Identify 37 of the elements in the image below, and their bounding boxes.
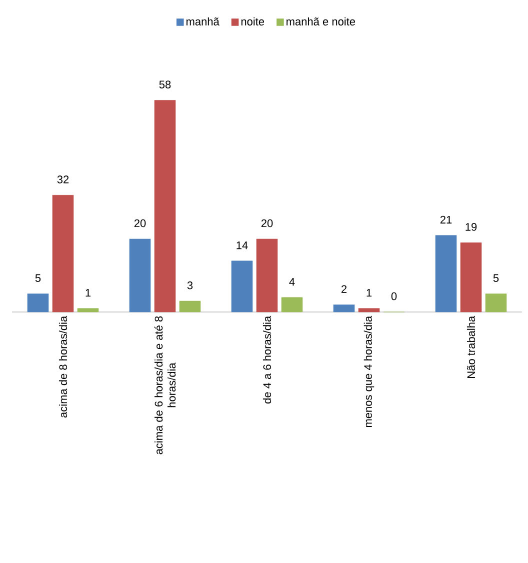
data-label: 58 [159, 80, 171, 88]
x-tick-label: Não trabalha [466, 316, 476, 378]
data-label: 3 [187, 281, 193, 290]
x-tick-label: acima de 8 horas/dia [58, 316, 68, 418]
bar [460, 242, 482, 312]
data-label: 19 [466, 223, 477, 231]
x-tick-label: menos que 4 horas/dia [364, 316, 374, 428]
data-label: 21 [440, 216, 452, 224]
bar [256, 238, 278, 312]
bar [179, 300, 201, 312]
data-label: 32 [57, 176, 69, 184]
x-tick-label: acima de 6 horas/dia e até 8 horas/dia [154, 316, 176, 454]
data-label: 5 [493, 274, 499, 282]
bar [435, 235, 457, 312]
legend-label: manhã [186, 17, 220, 26]
bar [154, 100, 176, 312]
data-label: 1 [86, 288, 91, 297]
data-label: 14 [236, 242, 248, 250]
bar [333, 304, 355, 312]
bar [27, 294, 49, 312]
data-label: 4 [289, 278, 295, 286]
bar [52, 195, 74, 312]
bar [358, 308, 380, 312]
x-tick-label: de 4 a 6 horas/dia [262, 316, 272, 404]
bar [281, 297, 303, 312]
bar [231, 260, 253, 312]
data-label: 2 [341, 285, 347, 293]
data-label: 20 [261, 219, 273, 228]
data-label: 1 [366, 288, 372, 297]
data-label: 5 [35, 274, 41, 282]
legend-label: noite [241, 17, 264, 26]
legend-label: manhã e noite [286, 17, 356, 26]
data-label: 20 [134, 219, 146, 228]
bar [129, 238, 151, 312]
data-label: 0 [391, 292, 397, 300]
bar [77, 308, 99, 312]
bar [485, 294, 507, 312]
